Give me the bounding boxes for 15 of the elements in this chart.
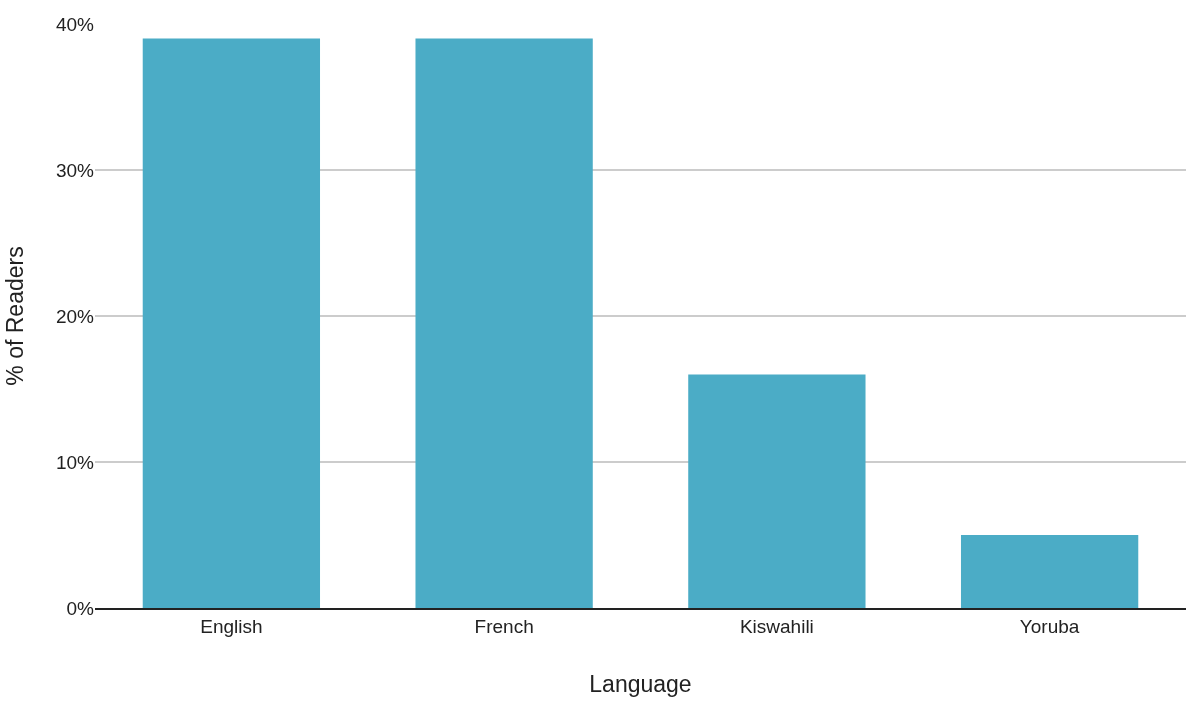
x-tick-label: English: [200, 615, 263, 637]
bar: [142, 38, 321, 608]
x-tick-label: Kiswahili: [739, 615, 814, 637]
y-tick-label: 0%: [66, 597, 95, 619]
bar: [960, 535, 1139, 608]
y-tick-label: 20%: [55, 305, 95, 327]
x-tick-label: French: [474, 615, 534, 637]
bar: [688, 374, 866, 608]
y-tick-label: 40%: [55, 13, 95, 35]
x-tick-label: Yoruba: [1019, 615, 1080, 637]
y-axis-title: % of Readers: [2, 246, 29, 386]
bar: [415, 38, 593, 608]
y-tick-label: 30%: [55, 159, 95, 181]
y-tick-label: 10%: [55, 451, 95, 473]
x-axis-title: Language: [589, 670, 692, 697]
